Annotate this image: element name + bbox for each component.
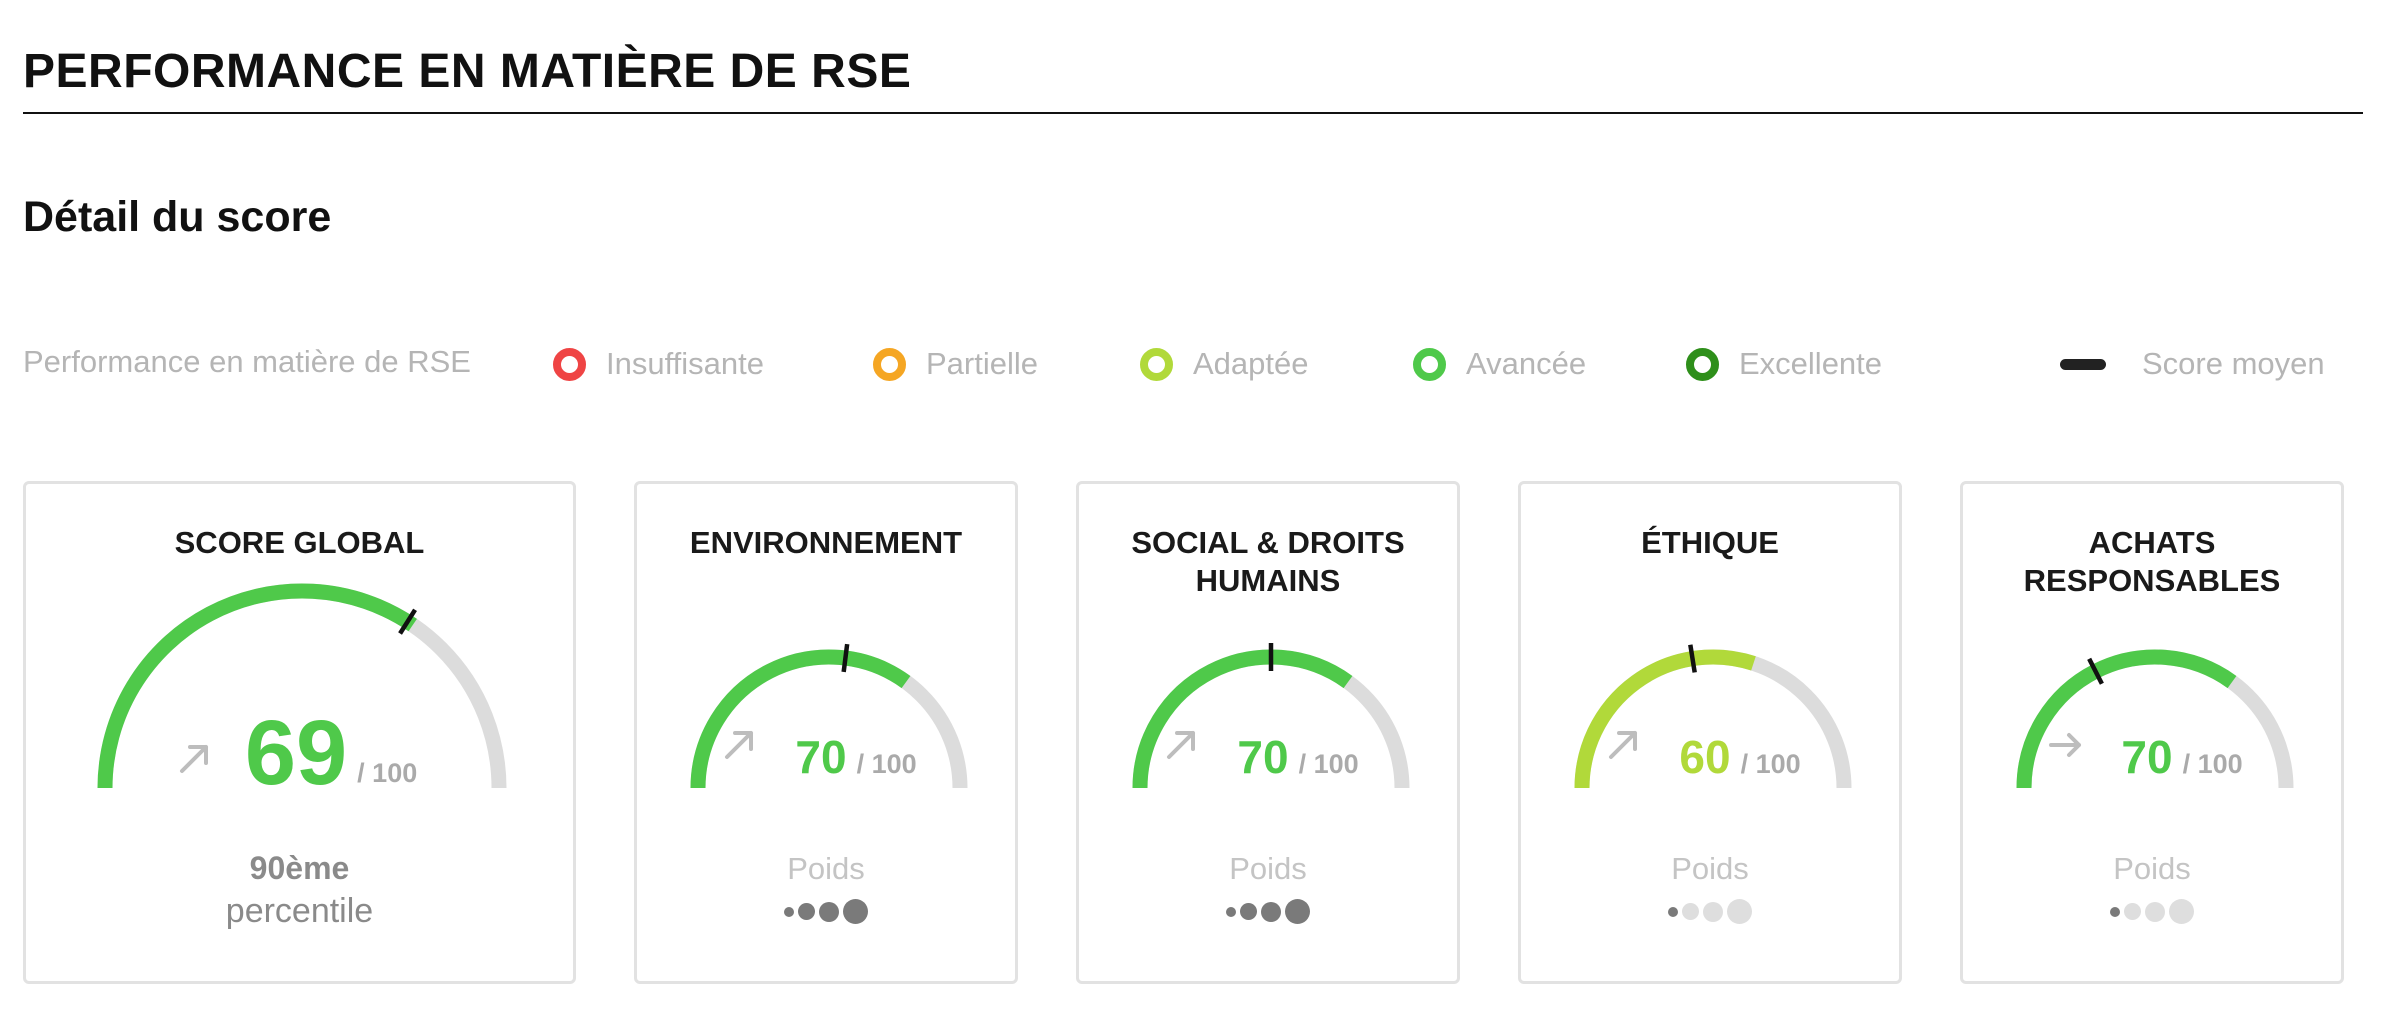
score-max: / 100 <box>1299 749 1359 779</box>
weight-dot <box>798 903 815 920</box>
legend-item-partielle: Partielle <box>873 342 1038 386</box>
card-achats-responsables: ACHATS RESPONSABLES 70 / 100 Poids <box>1960 481 2344 984</box>
score-max: / 100 <box>2183 749 2243 779</box>
legend-item-excellente: Excellente <box>1686 342 1882 386</box>
trend-arrow-icon <box>2049 733 2081 757</box>
legend-dot-partielle <box>873 347 906 381</box>
legend-text-partielle: Partielle <box>926 346 1038 381</box>
card-score-global: SCORE GLOBAL 69 / 100 90ème percentile <box>23 481 576 984</box>
gauge-progress <box>97 583 417 789</box>
weight-label: Poids <box>787 851 865 886</box>
score-max: / 100 <box>1741 749 1801 779</box>
gauge-progress <box>1132 649 1353 789</box>
gauge-achats-responsables: 70 / 100 <box>2016 649 2294 789</box>
score-value: 70 <box>795 731 846 783</box>
weight-dot <box>1682 903 1699 920</box>
card-title: SOCIAL & DROITS HUMAINS <box>1131 525 1405 598</box>
weight-dot <box>2145 901 2165 922</box>
gauge-social-droits-humains: 70 / 100 <box>1132 643 1410 789</box>
weight-dots <box>637 899 1015 924</box>
weight-dots <box>1521 899 1899 924</box>
legend-dot-excellente <box>1686 347 1719 381</box>
weight-label: Poids <box>1229 851 1307 886</box>
weight-dot <box>819 901 839 922</box>
weight-label: Poids <box>1671 851 1749 886</box>
weight-dot <box>1668 906 1678 917</box>
score-value: 70 <box>1237 731 1288 783</box>
percentile-label: percentile <box>225 892 374 930</box>
weight-dots <box>1079 899 1457 924</box>
weight-dot <box>784 906 794 917</box>
score-value: 69 <box>245 702 347 804</box>
trend-arrow-icon <box>1167 731 1195 759</box>
legend-text-adaptee: Adaptée <box>1193 346 1309 381</box>
weight-dot <box>1240 903 1257 920</box>
weight-dot <box>2124 903 2141 920</box>
card-title: ÉTHIQUE <box>1641 525 1779 560</box>
gauge-progress <box>1574 649 1756 789</box>
card-ethique: ÉTHIQUE 60 / 100 Poids <box>1518 481 1902 984</box>
card-social-droits-humains: SOCIAL & DROITS HUMAINS 70 / 100 Poids <box>1076 481 1460 984</box>
legend-dot-avancee <box>1413 347 1446 381</box>
card-environnement: ENVIRONNEMENT 70 / 100 Poids <box>634 481 1018 984</box>
trend-arrow-icon <box>725 731 753 759</box>
gauge-ethique: 60 / 100 <box>1574 644 1852 789</box>
weight-dot <box>843 899 868 924</box>
legend-item-adaptee: Adaptée <box>1140 342 1309 386</box>
weight-dot <box>1703 901 1723 922</box>
legend: Performance en matière de RSE Insuffisan… <box>23 342 2363 386</box>
average-marker <box>2087 657 2104 685</box>
legend-dot-insuffisante <box>553 347 586 381</box>
weight-label: Poids <box>2113 851 2191 886</box>
average-marker <box>841 643 850 673</box>
legend-text-avancee: Avancée <box>1466 346 1587 381</box>
weight-dot <box>1727 899 1752 924</box>
weight-dot <box>2110 906 2120 917</box>
legend-text-insuffisante: Insuffisante <box>606 346 764 381</box>
card-title: SCORE GLOBAL <box>174 525 425 560</box>
legend-item-insuffisante: Insuffisante <box>553 342 764 386</box>
gauge-environnement: 70 / 100 <box>690 643 968 789</box>
legend-item-avancee: Avancée <box>1413 342 1586 386</box>
weight-dot <box>1261 901 1281 922</box>
card-title: ENVIRONNEMENT <box>689 525 963 560</box>
score-value: 70 <box>2121 731 2172 783</box>
legend-text-score-moyen: Score moyen <box>2142 346 2325 381</box>
legend-dot-adaptee <box>1140 347 1173 381</box>
card-title: ACHATS RESPONSABLES <box>2023 525 2281 598</box>
weight-dot <box>2169 899 2194 924</box>
weight-dot <box>1285 899 1310 924</box>
score-max: / 100 <box>857 749 917 779</box>
score-value: 60 <box>1679 731 1730 783</box>
average-marker <box>1688 644 1697 673</box>
section-title: Détail du score <box>23 193 332 241</box>
trend-arrow-icon <box>180 745 208 773</box>
legend-label: Performance en matière de RSE <box>23 344 471 379</box>
percentile-value: 90ème <box>249 850 350 886</box>
score-max: / 100 <box>357 758 417 788</box>
weight-dots <box>1963 899 2341 924</box>
average-marker <box>398 608 417 635</box>
trend-arrow-icon <box>1609 731 1637 759</box>
legend-text-excellente: Excellente <box>1739 346 1883 381</box>
gauge-score-global: 69 / 100 <box>97 583 507 804</box>
gauge-progress <box>690 649 911 789</box>
title-divider <box>23 112 2363 114</box>
weight-dot <box>1226 906 1236 917</box>
page-title: PERFORMANCE EN MATIÈRE DE RSE <box>23 45 912 98</box>
legend-item-score-moyen: Score moyen <box>2060 342 2325 386</box>
average-marker-icon <box>2060 358 2106 370</box>
